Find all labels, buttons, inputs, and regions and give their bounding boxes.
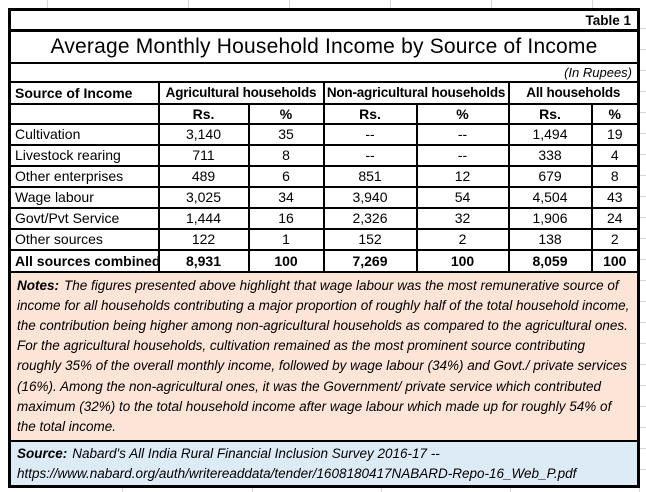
title-row: Average Monthly Household Income by Sour… [8, 29, 640, 64]
row-label: Other sources [8, 227, 160, 251]
row-label: Govt/Pvt Service [8, 206, 160, 230]
row-label: Wage labour [8, 185, 160, 209]
cell-value: -- [322, 122, 418, 146]
cell-value: 32 [415, 206, 510, 230]
sub-header-blank [8, 102, 160, 125]
source-cell: Source: Nabard's All India Rural Financia… [8, 440, 640, 488]
cell-value: 1,494 [507, 122, 593, 146]
sub-header-rs: Rs. [157, 102, 250, 125]
cell-value: 338 [507, 143, 593, 167]
cell-value: 43 [590, 185, 640, 209]
cell-value: 2 [415, 227, 510, 251]
table-number-label: Table 1 [8, 8, 640, 32]
cell-value: 3,940 [322, 185, 418, 209]
column-group-agricultural: Agricultural households [157, 80, 325, 105]
cell-value: 2,326 [322, 206, 418, 230]
cell-value: 8 [247, 143, 325, 167]
spreadsheet-gridlines-top [0, 0, 646, 8]
cell-value: 3,140 [157, 122, 250, 146]
cell-value: 1 [247, 227, 325, 251]
cell-value: 679 [507, 164, 593, 188]
unit-note: (In Rupees) [8, 61, 640, 83]
row-label: Livestock rearing [8, 143, 160, 167]
table-row-total: All sources combined 8,931 100 7,269 100… [8, 248, 640, 273]
cell-value: 8 [590, 164, 640, 188]
table-row-cultivation: Cultivation 3,140 35 -- -- 1,494 19 [8, 122, 640, 146]
sub-header-rs: Rs. [322, 102, 418, 125]
cell-value: 3,025 [157, 185, 250, 209]
cell-value: 1,906 [507, 206, 593, 230]
notes-text: The figures presented above highlight th… [17, 277, 630, 434]
sub-header-pct: % [247, 102, 325, 125]
cell-value: 54 [415, 185, 510, 209]
cell-value: 152 [322, 227, 418, 251]
source-line: Source: Nabard's All India Rural Financia… [17, 444, 630, 464]
table-row-govt-pvt-service: Govt/Pvt Service 1,444 16 2,326 32 1,906… [8, 206, 640, 230]
cell-value: -- [415, 143, 510, 167]
sub-header-pct: % [415, 102, 510, 125]
sub-header-pct: % [590, 102, 640, 125]
column-header-source: Source of Income [8, 80, 160, 105]
notes-row: Notes: The figures presented above highli… [8, 270, 640, 443]
table-row-other-sources: Other sources 122 1 152 2 138 2 [8, 227, 640, 251]
spreadsheet-gridlines-right [639, 8, 646, 484]
cell-value: 711 [157, 143, 250, 167]
cell-value: 35 [247, 122, 325, 146]
cell-value: 122 [157, 227, 250, 251]
notes-label: Notes: [17, 277, 60, 293]
row-label: Cultivation [8, 122, 160, 146]
cell-value: 12 [415, 164, 510, 188]
notes-cell: Notes: The figures presented above highli… [8, 270, 640, 443]
cell-value: 4 [590, 143, 640, 167]
sub-header-rs: Rs. [507, 102, 593, 125]
cell-value: 489 [157, 164, 250, 188]
cell-value: 4,504 [507, 185, 593, 209]
source-url-link[interactable]: https://www.nabard.org/auth/writereaddat… [17, 465, 577, 481]
column-group-header-row: Source of Income Agricultural households… [8, 80, 640, 105]
cell-value: 100 [415, 248, 510, 273]
cell-value: 16 [247, 206, 325, 230]
row-label: Other enterprises [8, 164, 160, 188]
page-title: Average Monthly Household Income by Sour… [8, 29, 640, 64]
row-label: All sources combined [8, 248, 160, 273]
table-row-livestock-rearing: Livestock rearing 711 8 -- -- 338 4 [8, 143, 640, 167]
source-row: Source: Nabard's All India Rural Financia… [8, 440, 640, 488]
cell-value: 138 [507, 227, 593, 251]
cell-value: 24 [590, 206, 640, 230]
column-group-non-agricultural: Non-agricultural households [322, 80, 510, 105]
cell-value: 34 [247, 185, 325, 209]
cell-value: 7,269 [322, 248, 418, 273]
table-row-other-enterprises: Other enterprises 489 6 851 12 679 8 [8, 164, 640, 188]
source-text: Nabard's All India Rural Financial Inclu… [72, 446, 440, 462]
cell-value: 1,444 [157, 206, 250, 230]
source-label: Source: [17, 446, 68, 462]
cell-value: 19 [590, 122, 640, 146]
cell-value: 8,931 [157, 248, 250, 273]
table-number-row: Table 1 [8, 8, 640, 32]
table-row-wage-labour: Wage labour 3,025 34 3,940 54 4,504 43 [8, 185, 640, 209]
sub-header-row: Rs. % Rs. % Rs. % [8, 102, 640, 125]
cell-value: 2 [590, 227, 640, 251]
cell-value: 100 [590, 248, 640, 273]
income-table: Table 1 Average Monthly Household Income… [8, 8, 641, 489]
cell-value: 6 [247, 164, 325, 188]
cell-value: 851 [322, 164, 418, 188]
cell-value: 8,059 [507, 248, 593, 273]
cell-value: 100 [247, 248, 325, 273]
unit-row: (In Rupees) [8, 61, 640, 83]
column-group-all-households: All households [507, 80, 640, 105]
cell-value: -- [322, 143, 418, 167]
cell-value: -- [415, 122, 510, 146]
